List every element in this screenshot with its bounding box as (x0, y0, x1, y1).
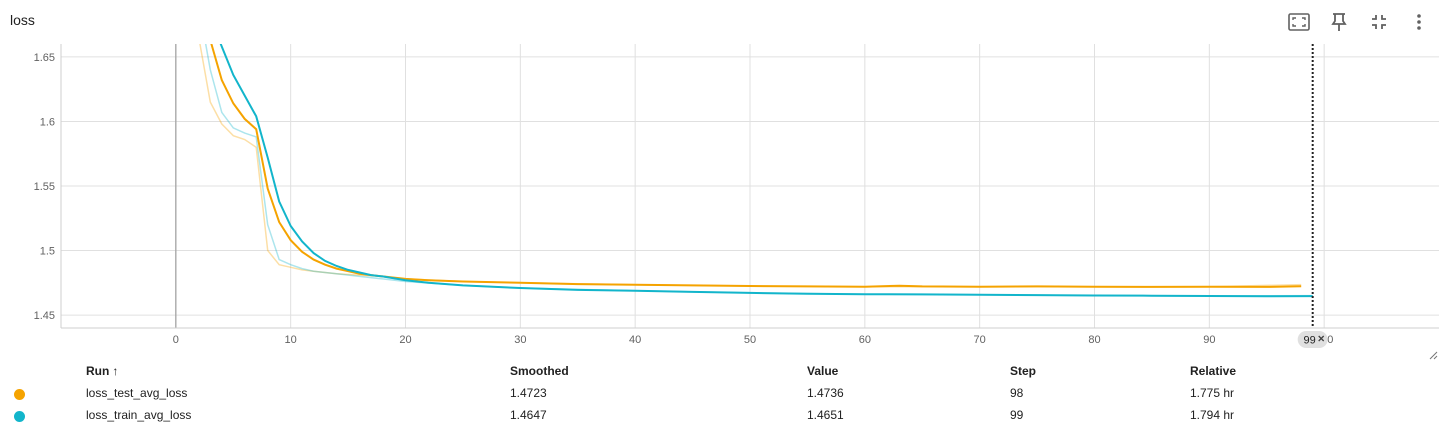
x-tick-label: 70 (974, 334, 986, 346)
x-tick-label: 0 (173, 334, 179, 346)
x-tick-label: 10 (285, 334, 297, 346)
fit-screen-icon (1288, 13, 1310, 31)
raw-value: 1.4651 (807, 408, 844, 422)
raw-value: 1.4736 (807, 386, 844, 400)
y-tick-label: 1.6 (40, 116, 55, 128)
loss-chart[interactable]: 01020304050607080901001.451.51.551.61.65… (0, 0, 1440, 360)
step-value: 98 (1010, 386, 1024, 400)
resize-handle-icon[interactable] (1428, 350, 1438, 360)
x-tick-label: 40 (629, 334, 641, 346)
step-chip-label: 99 (1304, 335, 1316, 347)
close-icon (1318, 335, 1325, 342)
run-color-dot (14, 389, 25, 400)
card-toolbar (1274, 8, 1434, 36)
fit-domain-button[interactable] (1284, 8, 1314, 36)
step-value: 99 (1010, 408, 1024, 422)
step-chip (1297, 331, 1328, 348)
run-color-dot (14, 411, 25, 422)
y-tick-label: 1.65 (34, 52, 55, 64)
relative-value: 1.794 hr (1190, 408, 1235, 422)
card-title: loss (10, 12, 35, 28)
more-menu-button[interactable] (1404, 8, 1434, 36)
smoothed-value: 1.4647 (510, 408, 547, 422)
pin-icon (1331, 13, 1347, 31)
collapse-button[interactable] (1364, 8, 1394, 36)
fullscreen-exit-icon (1372, 15, 1386, 29)
value-column-header[interactable]: Value (807, 364, 839, 378)
x-tick-label: 60 (859, 334, 871, 346)
relative-value: 1.775 hr (1190, 386, 1235, 400)
series-smoothed-line (210, 44, 1302, 288)
smoothed-value: 1.4723 (510, 386, 547, 400)
x-tick-label: 30 (514, 334, 526, 346)
run-column-header[interactable]: Run ↑ (86, 364, 119, 378)
x-tick-label: 50 (744, 334, 756, 346)
series-smoothed-line (219, 44, 1313, 298)
relative-column-header[interactable]: Relative (1190, 364, 1237, 378)
series-raw-line (204, 44, 1313, 297)
step-column-header[interactable]: Step (1010, 364, 1037, 378)
run-name: loss_test_avg_loss (86, 386, 188, 400)
more-vert-icon (1417, 14, 1421, 30)
sort-arrow-icon: ↑ (112, 364, 119, 378)
smoothed-column-header[interactable]: Smoothed (510, 364, 569, 378)
y-tick-label: 1.5 (40, 246, 55, 258)
table-row: loss_train_avg_loss 1.4647 1.4651 99 1.7… (0, 404, 1440, 426)
table-header-row: Run ↑ Smoothed Value Step Relative (0, 360, 1440, 382)
y-tick-label: 1.45 (34, 310, 55, 322)
table-row: loss_test_avg_loss 1.4723 1.4736 98 1.77… (0, 382, 1440, 404)
x-tick-label: 90 (1203, 334, 1215, 346)
runs-table: Run ↑ Smoothed Value Step Relative loss_t… (0, 360, 1440, 426)
y-tick-label: 1.55 (34, 181, 55, 193)
x-tick-label: 20 (399, 334, 411, 346)
x-tick-label: 80 (1088, 334, 1100, 346)
pin-button[interactable] (1324, 8, 1354, 36)
run-name: loss_train_avg_loss (86, 408, 192, 422)
